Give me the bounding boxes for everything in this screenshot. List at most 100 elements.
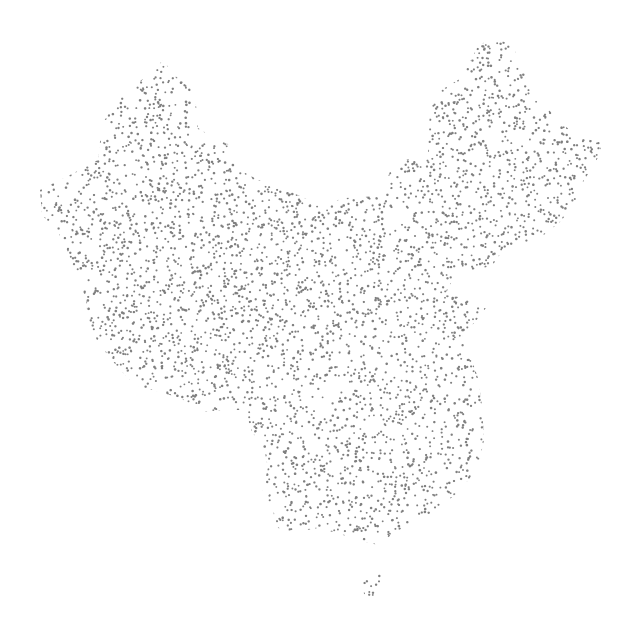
density-dot	[77, 454, 80, 457]
density-dot	[302, 480, 306, 483]
density-dot	[106, 139, 109, 143]
density-dot	[88, 577, 91, 580]
density-dot	[434, 524, 437, 527]
density-dot	[199, 98, 202, 101]
density-dot	[119, 56, 122, 59]
density-dot	[190, 60, 193, 63]
density-dot	[159, 543, 163, 546]
density-dot	[551, 557, 554, 560]
density-dot	[559, 348, 562, 351]
density-dot	[290, 164, 294, 168]
density-dot	[504, 509, 508, 512]
density-dot	[181, 308, 184, 311]
density-dot	[549, 576, 553, 579]
density-dot	[518, 231, 521, 234]
density-dot	[186, 480, 188, 483]
density-dot	[328, 591, 332, 594]
density-dot	[400, 443, 403, 446]
density-dot	[543, 213, 546, 216]
density-dot	[563, 147, 566, 151]
density-dot	[291, 487, 294, 490]
density-dot	[468, 538, 471, 541]
density-dot	[424, 364, 427, 367]
density-dot	[314, 252, 317, 255]
density-dot	[520, 179, 523, 182]
density-dot	[291, 133, 294, 137]
density-dot	[347, 224, 351, 227]
density-dot	[394, 480, 397, 483]
density-dot	[242, 558, 246, 561]
density-dot	[484, 89, 487, 92]
density-dot	[493, 463, 496, 466]
density-dot	[182, 55, 185, 58]
density-dot	[439, 239, 442, 242]
density-dot	[200, 522, 203, 525]
density-dot	[526, 186, 529, 189]
density-dot	[94, 527, 97, 530]
density-dot	[67, 63, 70, 67]
density-dot	[528, 435, 531, 438]
density-dot	[509, 383, 513, 386]
density-dot	[236, 145, 239, 148]
density-dot	[36, 99, 38, 101]
density-dot	[521, 380, 524, 384]
density-dot	[138, 293, 141, 296]
density-dot	[514, 425, 517, 429]
density-dot	[577, 531, 580, 533]
density-dot	[486, 192, 489, 195]
density-dot	[532, 245, 534, 248]
density-dot	[583, 149, 586, 151]
density-dot	[295, 562, 298, 566]
density-dot	[250, 381, 253, 384]
density-dot	[334, 47, 337, 51]
density-dot	[278, 218, 281, 221]
density-dot	[237, 367, 239, 370]
density-dot	[364, 403, 367, 406]
density-dot	[95, 208, 98, 211]
density-dot	[387, 600, 389, 602]
density-dot	[477, 307, 480, 310]
density-dot	[228, 452, 232, 455]
density-dot	[508, 577, 511, 580]
density-dot	[492, 426, 495, 430]
density-dot	[240, 149, 243, 152]
density-dot	[529, 584, 532, 587]
density-dot	[256, 246, 259, 249]
density-dot	[126, 353, 129, 356]
density-dot	[226, 359, 230, 363]
density-dot	[274, 433, 277, 437]
density-dot	[546, 299, 549, 302]
density-dot	[544, 504, 547, 507]
density-dot	[392, 438, 395, 441]
density-dot	[99, 410, 102, 413]
density-dot	[400, 422, 403, 426]
density-dot	[196, 525, 199, 529]
density-dot	[224, 339, 227, 342]
density-dot	[348, 442, 352, 445]
density-dot	[106, 567, 109, 570]
density-dot	[381, 43, 384, 46]
density-dot	[36, 408, 38, 410]
density-dot	[533, 420, 535, 423]
density-dot	[458, 334, 461, 337]
density-dot	[65, 317, 68, 320]
density-dot	[36, 388, 38, 390]
density-dot	[587, 445, 591, 449]
density-dot	[111, 399, 115, 403]
density-dot	[77, 88, 80, 91]
density-dot	[541, 176, 544, 179]
density-dot	[238, 98, 241, 101]
density-dot	[295, 91, 298, 94]
density-dot	[489, 471, 491, 474]
density-dot	[425, 240, 429, 244]
density-dot	[217, 581, 220, 584]
density-dot	[508, 550, 511, 553]
density-dot	[161, 364, 164, 367]
density-dot	[114, 503, 117, 506]
density-dot	[583, 441, 586, 444]
density-dot	[312, 302, 316, 305]
density-dot	[595, 251, 598, 254]
density-dot	[277, 173, 280, 176]
density-dot	[494, 224, 497, 227]
density-dot	[338, 287, 342, 290]
